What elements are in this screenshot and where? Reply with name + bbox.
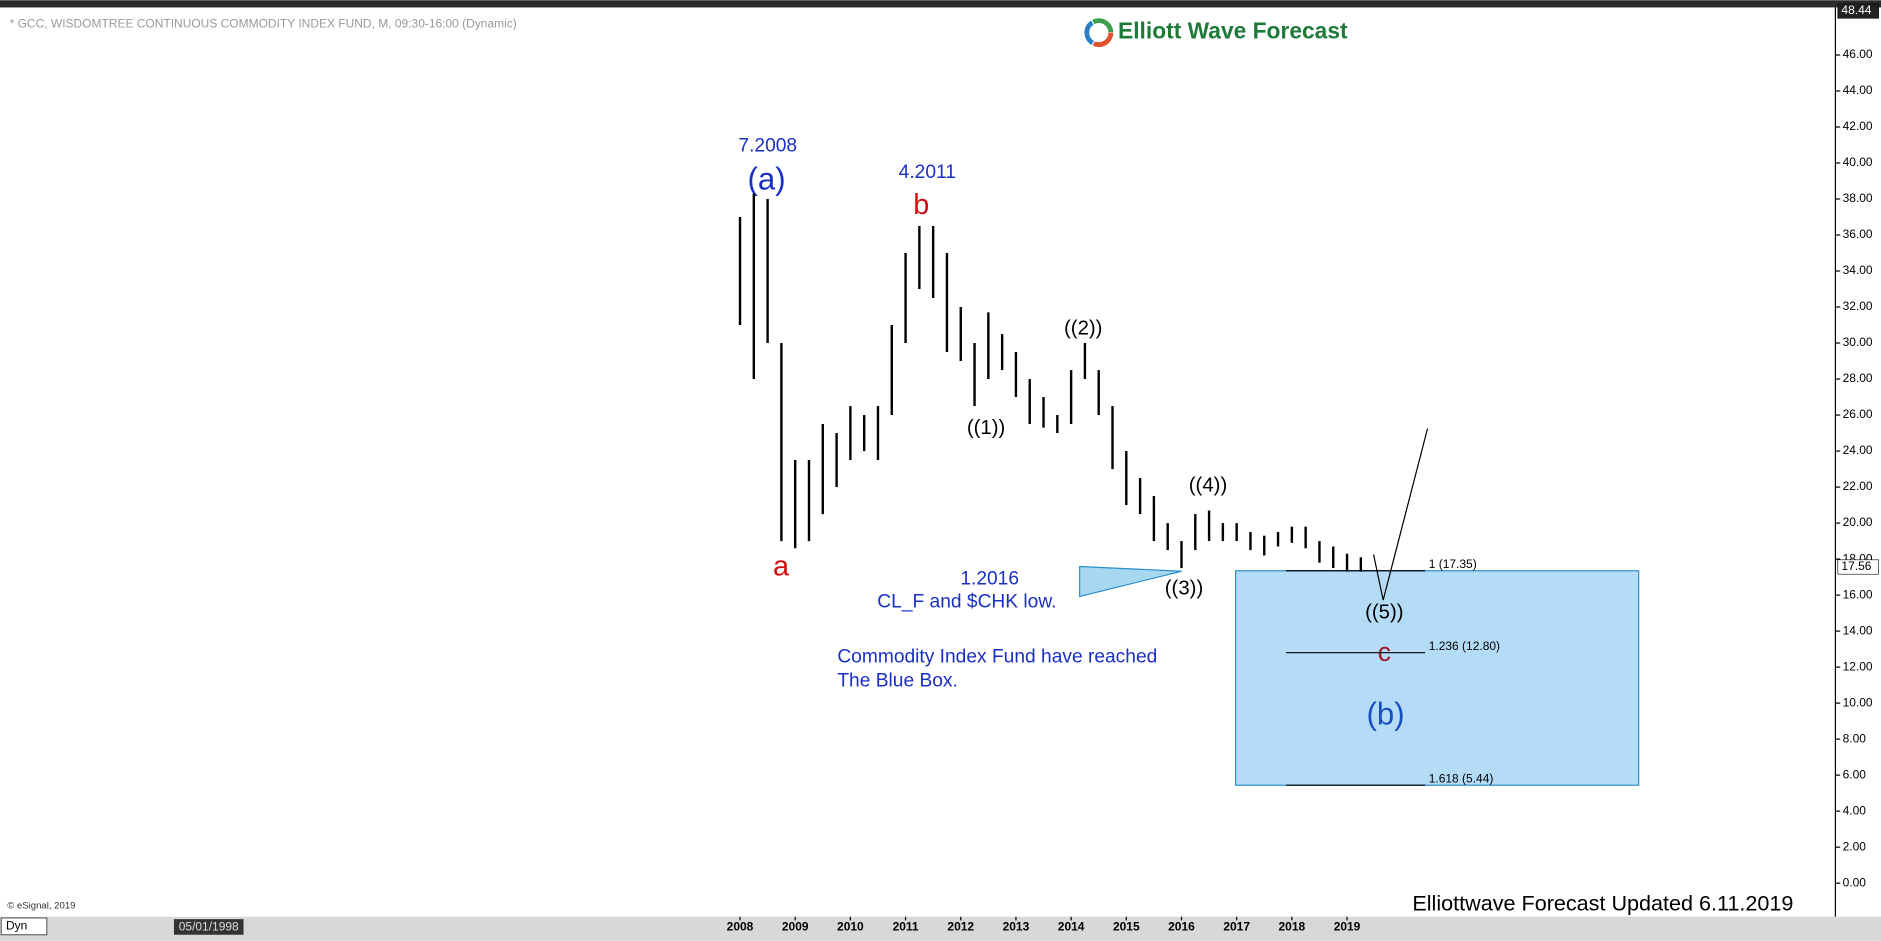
wedge bbox=[1079, 565, 1182, 598]
wave-label: ((2)) bbox=[1064, 317, 1102, 339]
projection-path bbox=[1372, 428, 1429, 601]
wave-label: ((3)) bbox=[1165, 578, 1203, 600]
x-tick-label: 2018 bbox=[1279, 920, 1306, 934]
brand: Elliott Wave Forecast bbox=[1118, 18, 1348, 44]
y-tick-label: 38.00 bbox=[1843, 191, 1873, 205]
logo-icon bbox=[1084, 18, 1114, 48]
annotation: 7.2008 bbox=[738, 136, 797, 157]
y-tick-label: 36.00 bbox=[1843, 227, 1873, 241]
y-tick-label: 46.00 bbox=[1843, 47, 1873, 61]
y-tick-label: 26.00 bbox=[1843, 407, 1873, 421]
y-tick-label: 20.00 bbox=[1843, 515, 1873, 529]
y-tick-label: 2.00 bbox=[1843, 839, 1867, 853]
price-box bbox=[1837, 559, 1879, 575]
price-label: 48.44 bbox=[1841, 3, 1871, 17]
y-tick-label: 4.00 bbox=[1843, 803, 1867, 817]
x-tick-label: 2013 bbox=[1003, 920, 1030, 934]
logo: Elliott Wave Forecast bbox=[1084, 18, 1348, 48]
y-tick-label: 30.00 bbox=[1843, 335, 1873, 349]
mode: Dyn bbox=[6, 919, 27, 933]
annotation: The Blue Box. bbox=[837, 671, 958, 692]
wave-label: a bbox=[773, 550, 789, 582]
price-box bbox=[1837, 3, 1879, 19]
x-tick-label: 2012 bbox=[947, 920, 974, 934]
annotation: CL_F and $CHK low. bbox=[877, 592, 1056, 613]
y-tick-label: 0.00 bbox=[1843, 875, 1867, 889]
x-tick-label: 2009 bbox=[782, 920, 809, 934]
y-tick-label: 28.00 bbox=[1843, 371, 1873, 385]
annotation: 4.2011 bbox=[899, 162, 956, 183]
wave-label: (b) bbox=[1366, 697, 1404, 732]
chart-title: * GCC, WISDOMTREE CONTINUOUS COMMODITY I… bbox=[10, 16, 517, 30]
wave-label: ((4)) bbox=[1189, 474, 1227, 496]
x-tick-label: 2008 bbox=[727, 920, 754, 934]
x-tick-label: 2014 bbox=[1058, 920, 1085, 934]
fib-label: 1.618 (5.44) bbox=[1429, 771, 1494, 785]
wave-label: c bbox=[1378, 637, 1391, 667]
y-tick-label: 44.00 bbox=[1843, 83, 1873, 97]
annotation: 1.2016 bbox=[960, 569, 1019, 590]
mode-box bbox=[0, 917, 48, 936]
y-tick-label: 22.00 bbox=[1843, 479, 1873, 493]
annotation: Commodity Index Fund have reached bbox=[837, 647, 1157, 668]
top-bar bbox=[0, 0, 1881, 8]
x-tick-label: 2011 bbox=[893, 920, 919, 934]
start-date: 05/01/1998 bbox=[179, 920, 239, 934]
footer: Elliottwave Forecast Updated 6.11.2019 bbox=[1412, 890, 1793, 915]
x-tick-label: 2015 bbox=[1113, 920, 1140, 934]
fib-label: 1.236 (12.80) bbox=[1429, 639, 1500, 653]
wave-label: ((1)) bbox=[967, 417, 1005, 439]
y-tick-label: 8.00 bbox=[1843, 731, 1867, 745]
x-axis-bar bbox=[0, 916, 1881, 941]
y-tick-label: 6.00 bbox=[1843, 767, 1867, 781]
x-tick-label: 2010 bbox=[837, 920, 864, 934]
y-tick-label: 12.00 bbox=[1843, 659, 1873, 673]
date-box bbox=[173, 919, 244, 935]
y-tick-label: 24.00 bbox=[1843, 443, 1873, 457]
y-tick-label: 34.00 bbox=[1843, 263, 1873, 277]
wave-label: (a) bbox=[747, 162, 785, 197]
wave-label: b bbox=[913, 189, 929, 221]
y-tick-label: 10.00 bbox=[1843, 695, 1873, 709]
fib-label: 1 (17.35) bbox=[1429, 557, 1477, 571]
price-label: 17.56 bbox=[1841, 559, 1871, 573]
y-tick-label: 14.00 bbox=[1843, 623, 1873, 637]
y-tick-label: 32.00 bbox=[1843, 299, 1873, 313]
logo-icon bbox=[1084, 18, 1114, 48]
blue-box bbox=[1235, 570, 1640, 786]
copyright: © eSignal, 2019 bbox=[7, 900, 75, 911]
y-tick-label: 16.00 bbox=[1843, 587, 1873, 601]
y-tick-label: 42.00 bbox=[1843, 119, 1873, 133]
wave-label: ((5)) bbox=[1365, 602, 1403, 624]
x-tick-label: 2019 bbox=[1334, 920, 1361, 934]
x-tick-label: 2016 bbox=[1168, 920, 1195, 934]
x-tick-label: 2017 bbox=[1223, 920, 1250, 934]
logo-icon bbox=[1084, 18, 1114, 48]
y-tick-label: 40.00 bbox=[1843, 155, 1873, 169]
